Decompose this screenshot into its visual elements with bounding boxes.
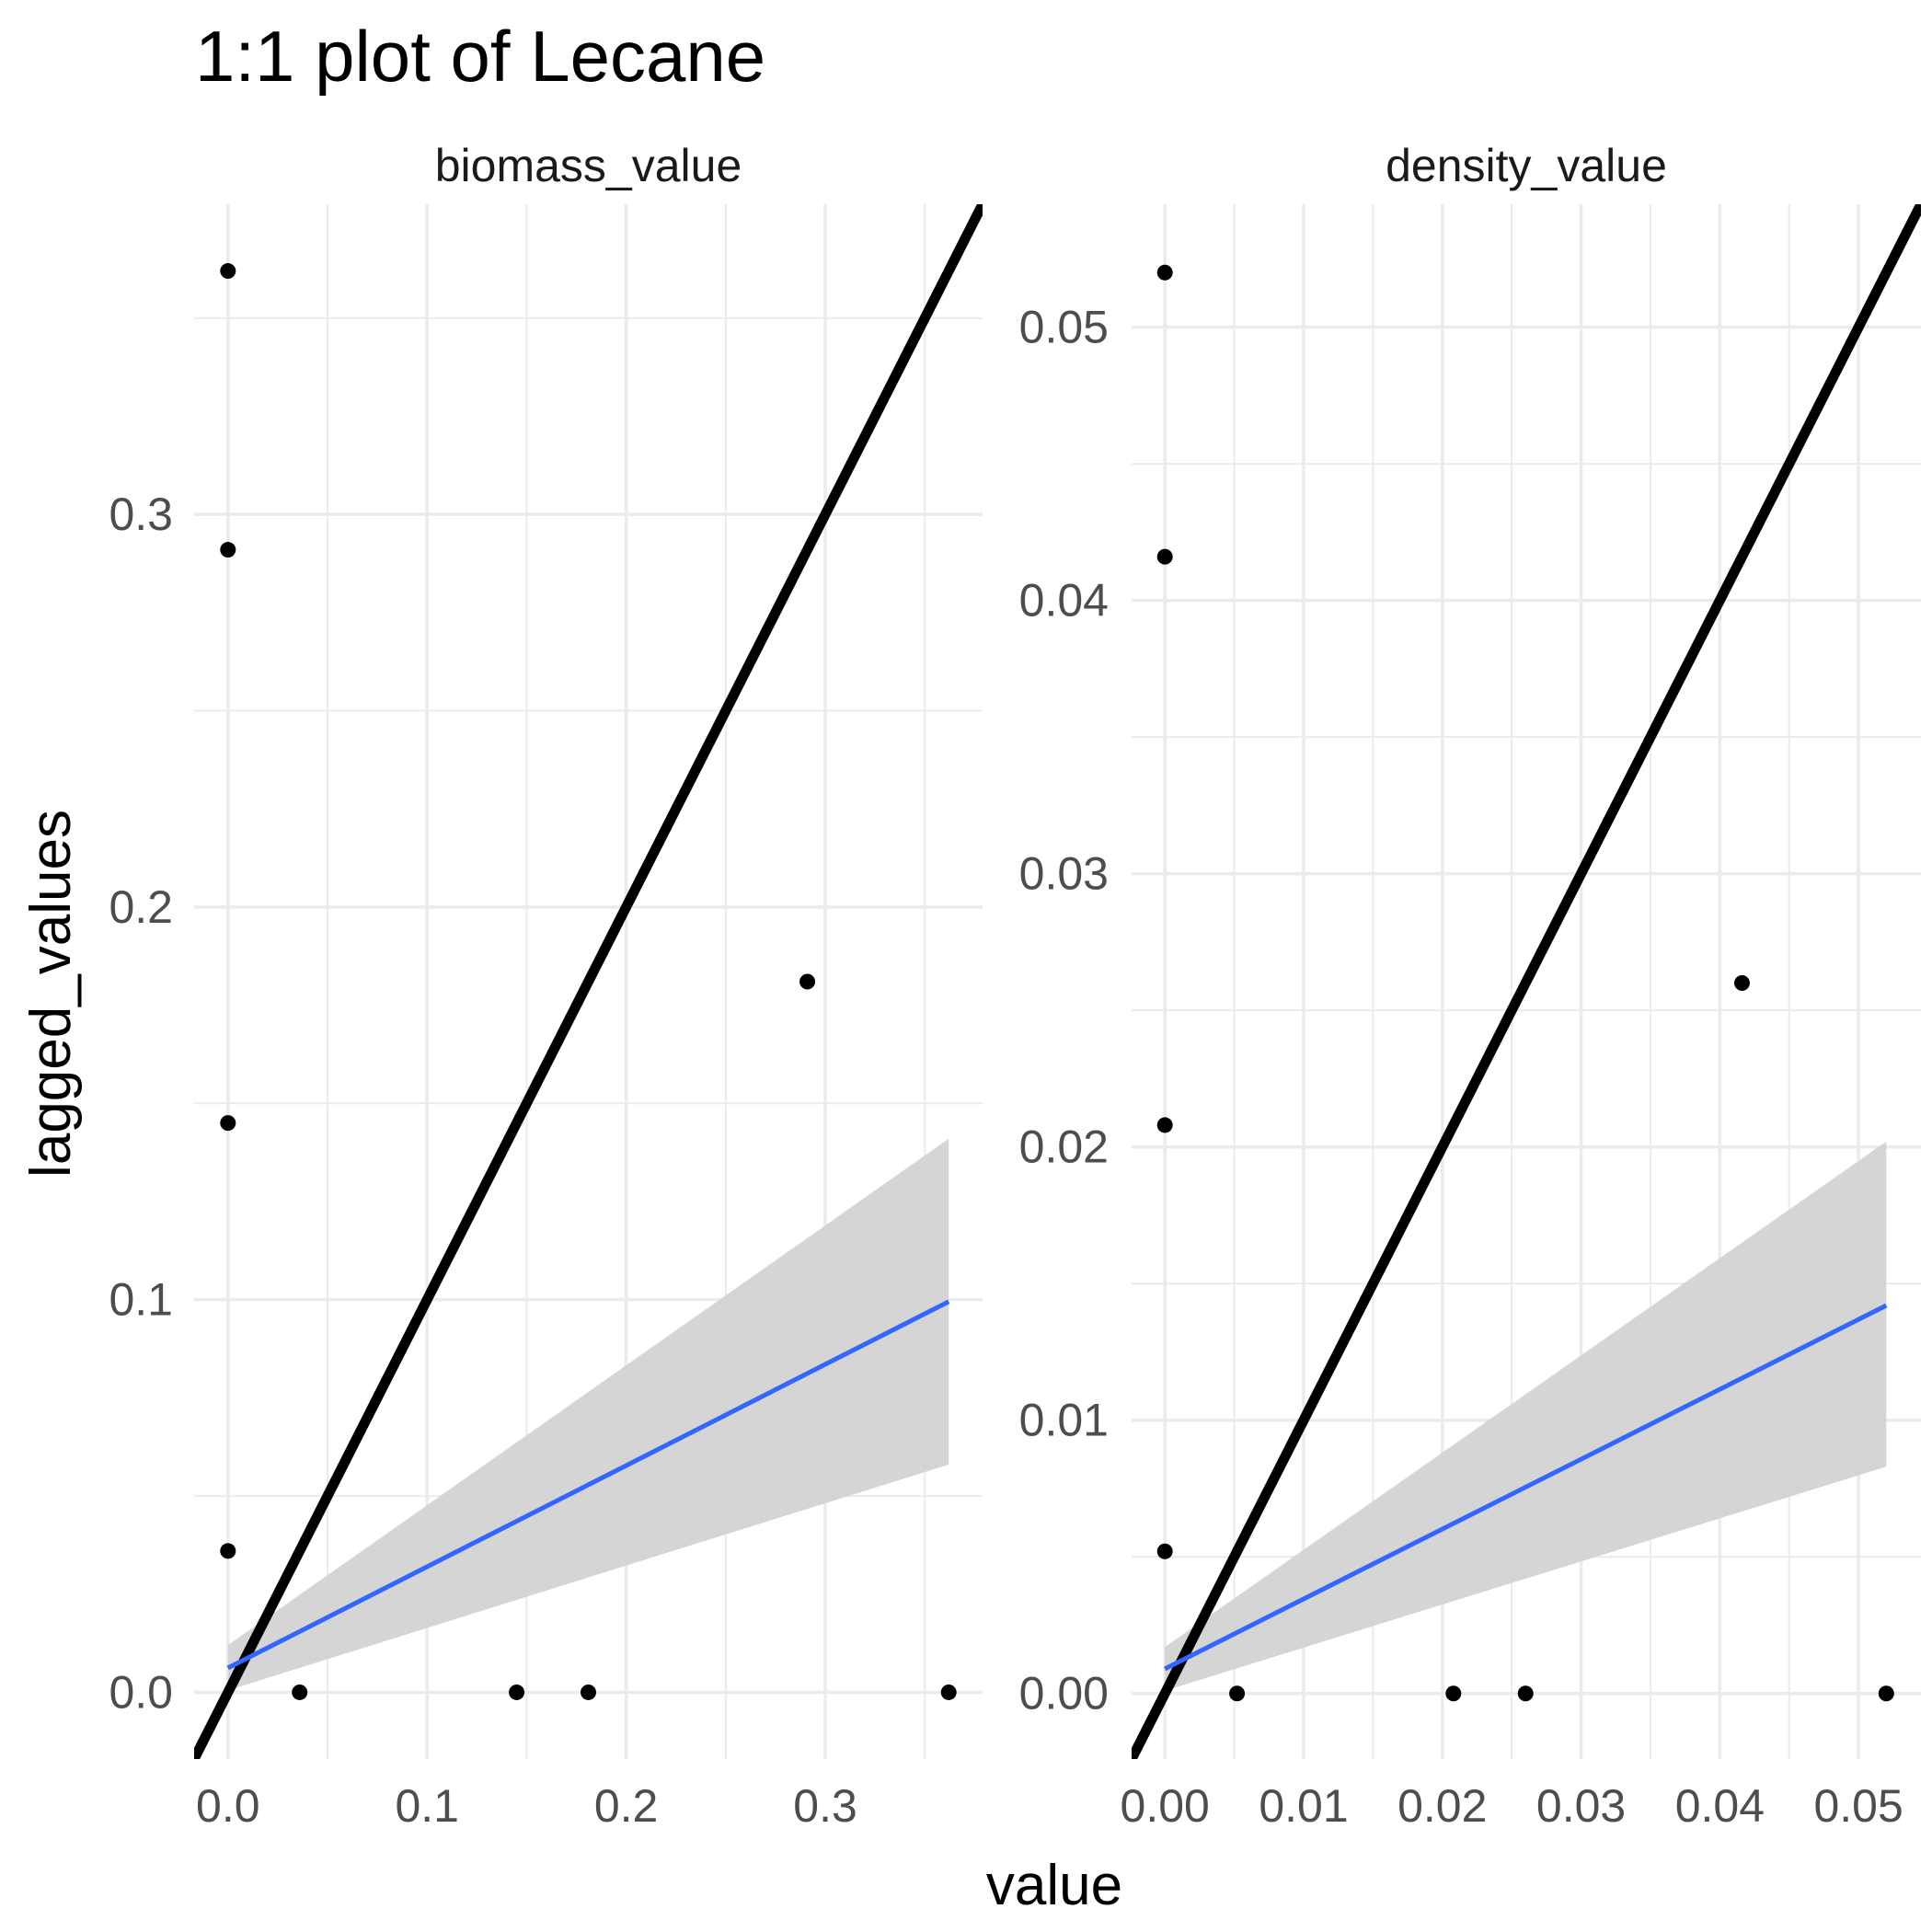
y-tick-label: 0.03 xyxy=(1019,848,1109,900)
identity-line xyxy=(1132,204,1921,1759)
x-tick-label: 0.3 xyxy=(793,1780,857,1832)
y-tick-label: 0.3 xyxy=(109,489,173,540)
x-tick-label: 0.03 xyxy=(1536,1780,1626,1832)
confidence-ribbon xyxy=(227,1138,949,1691)
x-tick-label: 0.01 xyxy=(1259,1780,1348,1832)
y-tick-label: 0.01 xyxy=(1019,1395,1109,1446)
panel-biomass_value: 0.0 0.1 0.2 0.3 0.0 0.1 0.2 0.3 biomass_value xyxy=(109,140,983,1832)
facet-strip-label: density_value xyxy=(1386,140,1667,191)
y-axis-title: lagged_values xyxy=(19,810,83,1178)
data-point xyxy=(1733,974,1750,991)
confidence-ribbon xyxy=(1165,1141,1887,1691)
panel-density_value: 0.00 0.01 0.02 0.03 0.04 0.05 0.00 0.01 0.02 0.03… xyxy=(1019,140,1921,1832)
data-point xyxy=(581,1684,596,1700)
x-tick-label: 0.00 xyxy=(1121,1780,1210,1832)
panel-plot-area xyxy=(194,204,983,1759)
data-point xyxy=(940,1684,957,1700)
data-point xyxy=(220,1115,236,1132)
x-tick-label: 0.02 xyxy=(1397,1780,1487,1832)
data-point xyxy=(1156,1543,1173,1559)
data-point xyxy=(1445,1685,1462,1702)
data-point xyxy=(1878,1685,1894,1702)
data-point xyxy=(220,1543,236,1559)
facet-strip-label: biomass_value xyxy=(435,140,742,191)
x-tick-label: 0.0 xyxy=(196,1780,260,1832)
data-point xyxy=(220,542,236,558)
identity-line xyxy=(194,204,983,1759)
y-tick-label: 0.0 xyxy=(109,1666,173,1718)
y-tick-label: 0.2 xyxy=(109,881,173,933)
x-tick-label: 0.04 xyxy=(1675,1780,1765,1832)
data-point xyxy=(1517,1685,1534,1702)
data-point xyxy=(292,1684,308,1700)
data-point xyxy=(1156,548,1173,565)
data-point xyxy=(220,263,236,280)
y-tick-label: 0.04 xyxy=(1019,575,1109,627)
x-tick-label: 0.2 xyxy=(594,1780,659,1832)
y-tick-label: 0.00 xyxy=(1019,1668,1109,1719)
data-point xyxy=(1229,1685,1246,1702)
facet-panels: 0.0 0.1 0.2 0.30.00.10.20.3biomass_value0.0… xyxy=(109,140,1921,1832)
x-tick-label: 0.1 xyxy=(395,1780,459,1832)
fit-line xyxy=(226,1299,950,1671)
data-point xyxy=(509,1684,525,1700)
chart-title: 1:1 plot of Lecane xyxy=(195,16,765,97)
data-point xyxy=(1156,1117,1173,1133)
y-tick-label: 0.05 xyxy=(1019,302,1109,353)
y-tick-label: 0.1 xyxy=(109,1274,173,1326)
x-tick-label: 0.05 xyxy=(1813,1780,1903,1832)
fit-line xyxy=(1164,1303,1888,1672)
y-tick-label: 0.02 xyxy=(1019,1121,1109,1173)
data-point xyxy=(799,973,816,990)
x-axis-title: value xyxy=(986,1854,1122,1917)
panel-plot-area xyxy=(1132,204,1921,1759)
data-point xyxy=(1156,264,1173,281)
